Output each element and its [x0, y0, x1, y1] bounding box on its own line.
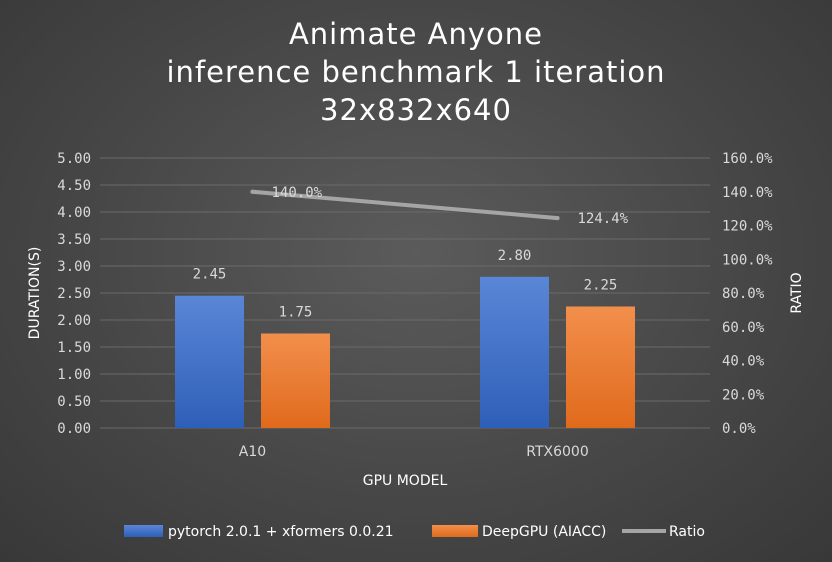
- y-tick-label: 3.50: [57, 232, 91, 248]
- y2-axis-title: RATIO: [789, 272, 805, 313]
- bar-data-label: 2.45: [193, 267, 227, 283]
- y-tick-label: 2.50: [57, 286, 91, 302]
- y2-tick-label: 160.0%: [722, 151, 773, 167]
- chart-title-line: 32x832x640: [320, 93, 512, 127]
- ratio-data-label: 124.4%: [578, 211, 629, 227]
- y-tick-label: 0.00: [57, 421, 91, 437]
- y2-tick-label: 20.0%: [722, 387, 765, 403]
- ratio-data-label: 140.0%: [272, 185, 323, 201]
- x-tick-label: RTX6000: [526, 444, 588, 460]
- y-tick-label: 1.00: [57, 367, 91, 383]
- chart-title: Animate Anyone inference benchmark 1 iter…: [166, 17, 665, 127]
- ratio-point: [555, 216, 560, 221]
- y-tick-label: 4.00: [57, 205, 91, 221]
- y-tick-label: 1.50: [57, 340, 91, 356]
- y2-tick-label: 80.0%: [722, 286, 765, 302]
- legend-swatch: [124, 525, 163, 537]
- chart-title-line: Animate Anyone: [289, 17, 543, 51]
- y2-tick-label: 140.0%: [722, 185, 773, 201]
- bar-pytorch-rtx6000: [480, 276, 549, 428]
- x-axis-categories: A10 RTX6000: [239, 444, 589, 460]
- bar-data-label: 2.25: [584, 278, 618, 294]
- y-axis-title: DURATION(S): [27, 247, 43, 340]
- legend-label: Ratio: [669, 524, 705, 540]
- bar-pytorch-a10: [175, 295, 244, 428]
- legend-label: pytorch 2.0.1 + xformers 0.0.21: [168, 524, 394, 540]
- bar-deepgpu-rtx6000: [566, 306, 635, 428]
- y-tick-label: 0.50: [57, 394, 91, 410]
- y-tick-label: 5.00: [57, 151, 91, 167]
- y2-tick-label: 60.0%: [722, 320, 765, 336]
- ratio-line-path: [250, 189, 560, 221]
- bar-deepgpu-a10: [261, 333, 330, 428]
- legend-label: DeepGPU (AIACC): [482, 524, 606, 540]
- ratio-point: [250, 189, 255, 194]
- data-labels: 2.45 2.80 1.75 2.25 140.0% 124.4%: [193, 185, 629, 321]
- y2-axis-ticks: 0.0% 20.0% 40.0% 60.0% 80.0% 100.0% 120.0% 140.…: [722, 151, 773, 437]
- x-axis-title: GPU MODEL: [363, 473, 448, 489]
- bar-data-label: 2.80: [498, 248, 532, 264]
- y2-tick-label: 100.0%: [722, 252, 773, 268]
- bar-data-label: 1.75: [279, 305, 313, 321]
- y-tick-label: 3.00: [57, 259, 91, 275]
- y-axis-ticks: 0.00 0.50 1.00 1.50 2.00 2.50 3.00 3.50 4.00 4.50…: [57, 151, 91, 437]
- bars: [175, 276, 635, 428]
- legend-swatch: [432, 525, 478, 537]
- y2-tick-label: 120.0%: [722, 219, 773, 235]
- y-tick-label: 4.50: [57, 178, 91, 194]
- chart-title-line: inference benchmark 1 iteration: [166, 55, 665, 89]
- y-tick-label: 2.00: [57, 313, 91, 329]
- y2-tick-label: 0.0%: [722, 421, 756, 437]
- y2-tick-label: 40.0%: [722, 354, 765, 370]
- ratio-line: [249, 188, 561, 222]
- x-tick-label: A10: [239, 444, 266, 460]
- legend: pytorch 2.0.1 + xformers 0.0.21 DeepGPU (…: [124, 524, 705, 540]
